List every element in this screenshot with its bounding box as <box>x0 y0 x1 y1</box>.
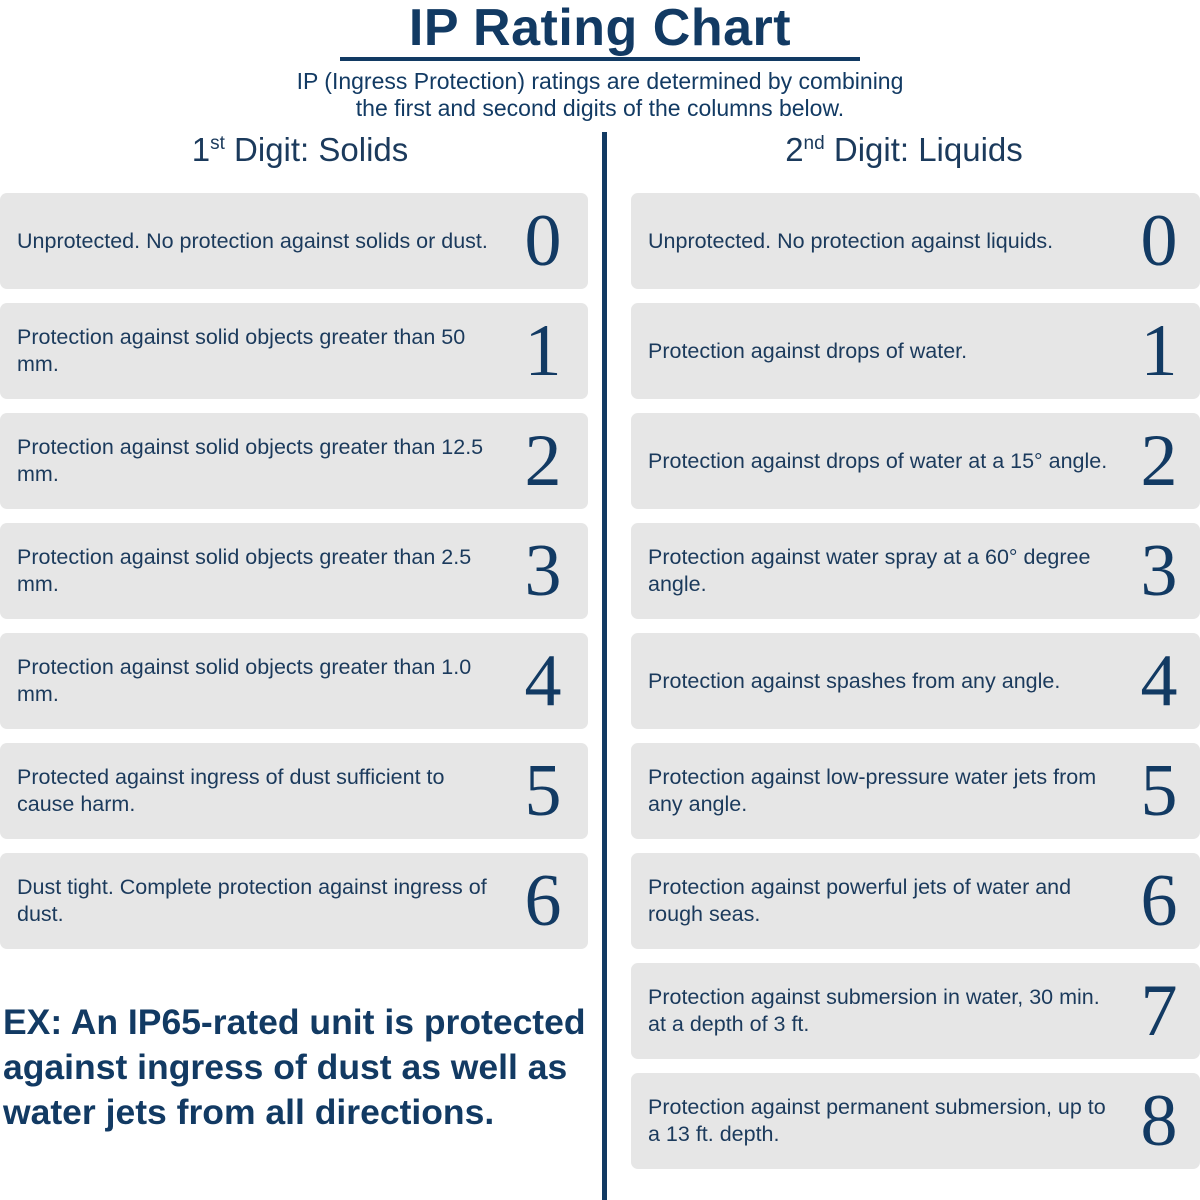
rating-row: Protection against solid objects greater… <box>0 633 588 729</box>
rating-description: Protection against powerful jets of wate… <box>648 875 1072 926</box>
rating-digit: 8 <box>1140 1080 1178 1162</box>
rating-digit: 4 <box>524 640 562 722</box>
rating-row: Protection against spashes from any angl… <box>631 633 1200 729</box>
rating-description: Protection against submersion in water, … <box>648 985 1100 1036</box>
rating-digit: 5 <box>524 750 562 832</box>
rating-description: Protection against low-pressure water je… <box>648 765 1097 816</box>
rating-description: Protection against solid objects greater… <box>17 545 472 596</box>
rating-digit: 2 <box>524 420 562 502</box>
rating-row: Protection against drops of water at a 1… <box>631 413 1200 509</box>
rating-digit: 0 <box>524 200 562 282</box>
rating-digit: 3 <box>524 530 562 612</box>
rating-row: Protection against water spray at a 60° … <box>631 523 1200 619</box>
rating-digit: 4 <box>1140 640 1178 722</box>
rating-row: Protection against low-pressure water je… <box>631 743 1200 839</box>
solids-column: Unprotected. No protection against solid… <box>0 193 588 963</box>
rating-row: Protection against submersion in water, … <box>631 963 1200 1059</box>
rating-digit: 1 <box>1140 310 1178 392</box>
rating-description: Protection against water spray at a 60° … <box>648 545 1091 596</box>
rating-digit: 3 <box>1140 530 1178 612</box>
title-underline-rule <box>340 57 860 61</box>
rating-row: Protection against powerful jets of wate… <box>631 853 1200 949</box>
rating-description: Protection against permanent submersion,… <box>648 1095 1106 1146</box>
rating-description: Unprotected. No protection against liqui… <box>648 228 1054 253</box>
heading-digit-number: 2 <box>785 131 804 168</box>
heading-ordinal-suffix: nd <box>803 133 825 154</box>
rating-description: Protection against solid objects greater… <box>17 655 472 706</box>
heading-ordinal-suffix: st <box>210 133 225 154</box>
page-subtitle: IP (Ingress Protection) ratings are dete… <box>0 68 1200 122</box>
liquids-column: Unprotected. No protection against liqui… <box>631 193 1200 1183</box>
heading-label-text: Digit: Liquids <box>824 131 1023 168</box>
rating-digit: 7 <box>1140 970 1178 1052</box>
rating-row: Dust tight. Complete protection against … <box>0 853 588 949</box>
subtitle-line-1: IP (Ingress Protection) ratings are dete… <box>296 68 904 94</box>
center-divider <box>602 132 607 1200</box>
column-heading-solids: 1st Digit: Solids <box>0 131 600 169</box>
rating-row: Protection against solid objects greater… <box>0 303 588 399</box>
rating-description: Unprotected. No protection against solid… <box>17 228 488 253</box>
rating-description: Protection against drops of water at a 1… <box>648 448 1108 473</box>
rating-digit: 6 <box>524 860 562 942</box>
heading-label-text: Digit: Solids <box>224 131 409 168</box>
page-header: IP Rating Chart IP (Ingress Protection) … <box>0 0 1200 122</box>
rating-digit: 5 <box>1140 750 1178 832</box>
rating-digit: 6 <box>1140 860 1178 942</box>
column-heading-liquids: 2nd Digit: Liquids <box>608 131 1200 169</box>
rating-digit: 0 <box>1140 200 1178 282</box>
rating-row: Protection against solid objects greater… <box>0 413 588 509</box>
rating-row: Unprotected. No protection against solid… <box>0 193 588 289</box>
rating-description: Dust tight. Complete protection against … <box>17 875 487 926</box>
rating-description: Protection against spashes from any angl… <box>648 668 1061 693</box>
rating-row: Unprotected. No protection against liqui… <box>631 193 1200 289</box>
rating-description: Protected against ingress of dust suffic… <box>17 765 445 816</box>
example-callout: EX: An IP65-rated unit is protected agai… <box>3 1002 586 1132</box>
heading-digit-number: 1 <box>191 131 211 168</box>
rating-row: Protection against solid objects greater… <box>0 523 588 619</box>
rating-description: Protection against solid objects greater… <box>17 325 466 376</box>
rating-digit: 1 <box>524 310 562 392</box>
page-title: IP Rating Chart <box>408 0 792 57</box>
rating-description: Protection against drops of water. <box>648 338 968 363</box>
rating-row: Protection against drops of water. 1 <box>631 303 1200 399</box>
subtitle-line-2: the first and second digits of the colum… <box>355 95 845 121</box>
rating-digit: 2 <box>1140 420 1178 502</box>
rating-row: Protection against permanent submersion,… <box>631 1073 1200 1169</box>
rating-row: Protected against ingress of dust suffic… <box>0 743 588 839</box>
rating-description: Protection against solid objects greater… <box>17 435 484 486</box>
